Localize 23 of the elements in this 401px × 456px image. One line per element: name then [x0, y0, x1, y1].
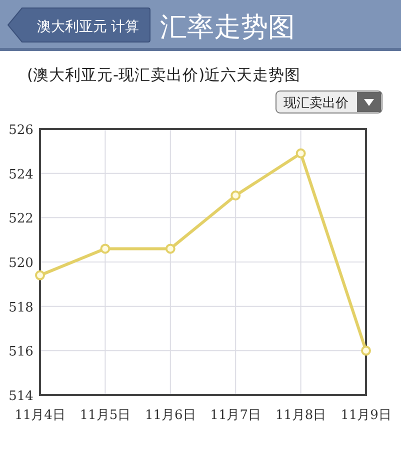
text: 澳大利亚元 计算 [36, 19, 140, 35]
chart-title: 汇率走势图 [160, 12, 295, 43]
text: 现汇卖出价 [284, 96, 348, 111]
y-tick-label: 526 [8, 123, 34, 138]
point [361, 346, 371, 356]
x-tick-label: 11月5日 [80, 408, 131, 423]
x-tick-label: 11月4日 [14, 408, 66, 423]
y-tick-label: 524 [8, 167, 34, 182]
y-tick-label: 522 [8, 212, 34, 227]
point [230, 190, 241, 200]
x-tick-label: 11月7日 [210, 408, 262, 423]
y-tick-label: 514 [8, 389, 34, 404]
x-tick-label: 11月6日 [144, 408, 196, 423]
point [296, 148, 306, 158]
point [100, 244, 110, 254]
y-tick-label: 516 [8, 344, 34, 360]
y-tick-label: 520 [8, 256, 34, 271]
x-tick-label: 11月8日 [275, 408, 326, 423]
point [35, 270, 45, 280]
y-tick-label: 518 [8, 300, 34, 316]
chart-subtitle: (澳大利亚元-现汇卖出价)近六天走势图 [27, 66, 301, 84]
point [165, 244, 176, 254]
x-tick-label: 11月9日 [340, 408, 392, 423]
